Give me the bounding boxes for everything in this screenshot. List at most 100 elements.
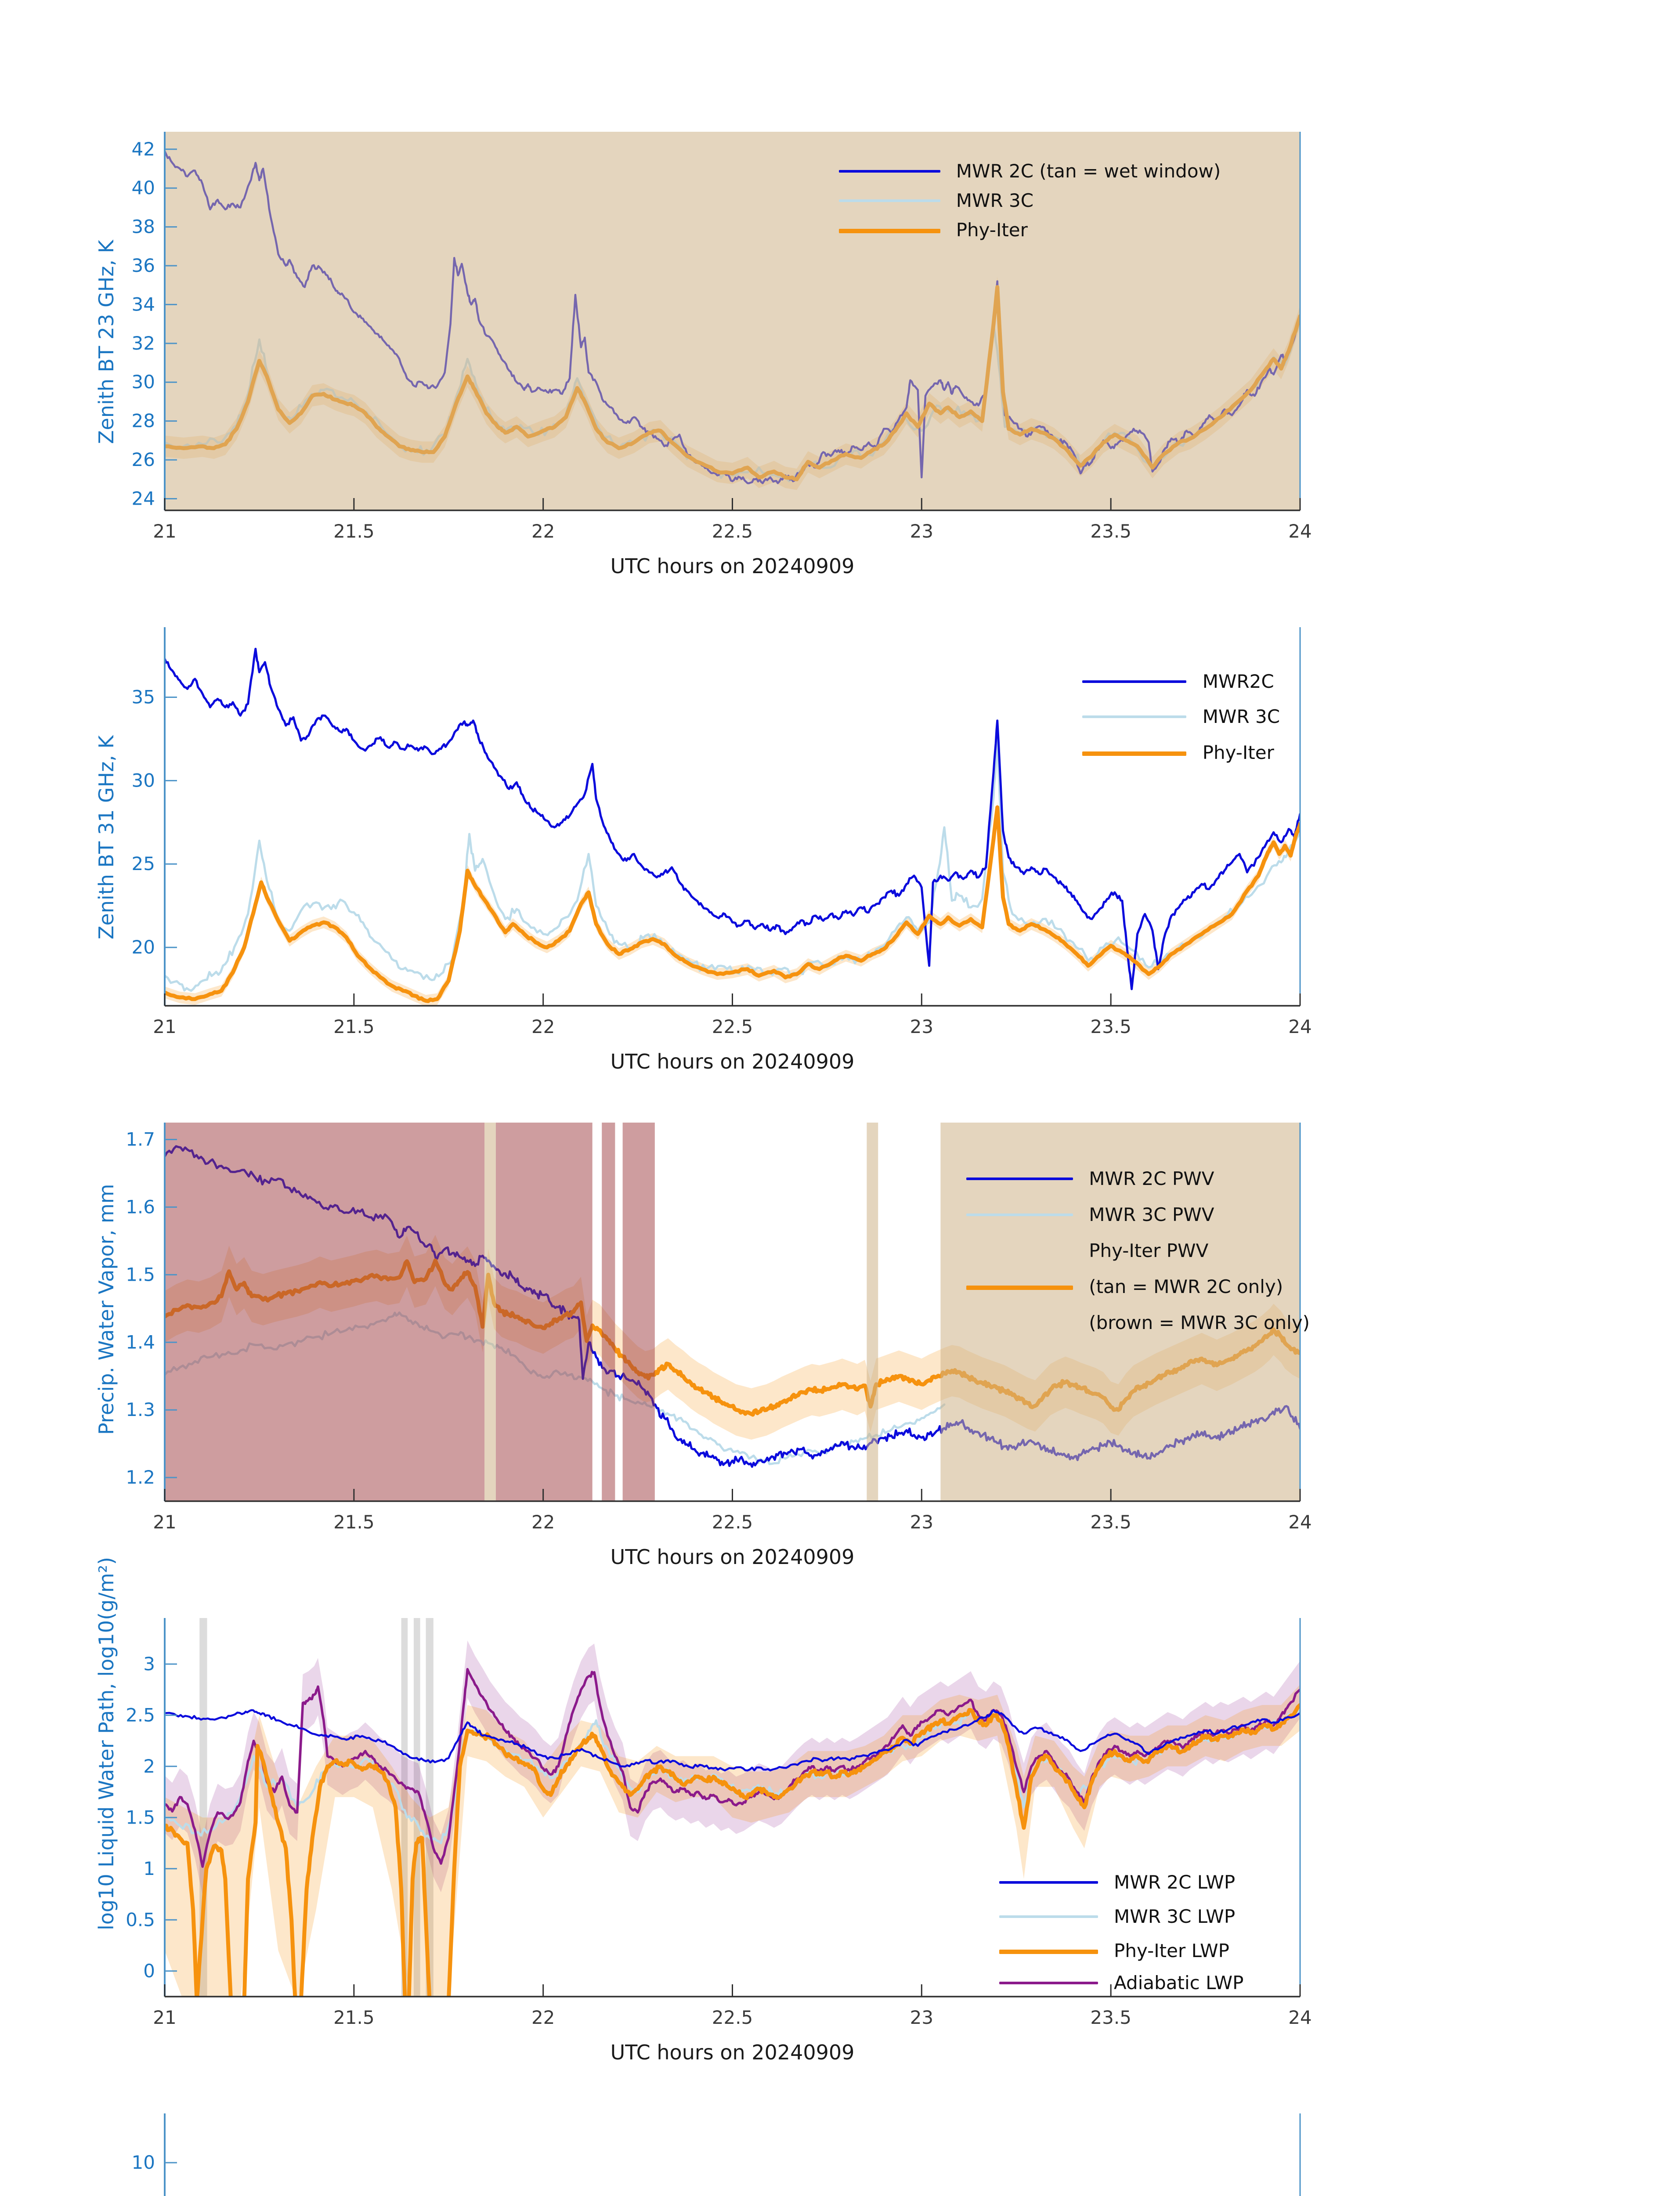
legend-swatch bbox=[999, 1981, 1098, 1984]
shaded-region bbox=[602, 1123, 615, 1501]
y-tick-label: 28 bbox=[132, 410, 155, 432]
shaded-region bbox=[165, 132, 1300, 510]
legend-label: MWR 2C (tan = wet window) bbox=[956, 160, 1221, 182]
x-tick-label: 23.5 bbox=[1090, 520, 1131, 542]
legend-swatch bbox=[1082, 680, 1187, 683]
legend-swatch bbox=[839, 170, 940, 173]
shaded-region bbox=[484, 1123, 496, 1501]
y-tick-label: 3 bbox=[143, 1653, 155, 1675]
y-tick-label: 32 bbox=[132, 332, 155, 354]
x-tick-label: 22 bbox=[531, 520, 555, 542]
x-tick-label: 21 bbox=[153, 520, 176, 542]
y-tick-label: 30 bbox=[132, 371, 155, 393]
y-tick-label: 1.7 bbox=[126, 1128, 155, 1150]
y-tick-label: 1.2 bbox=[126, 1466, 155, 1488]
x-axis-label-4: UTC hours on 20240909 bbox=[610, 2041, 855, 2064]
x-tick-label: 21.5 bbox=[333, 2007, 375, 2028]
y-tick-label: 34 bbox=[132, 293, 155, 315]
y-tick-label: 20 bbox=[132, 936, 155, 958]
x-tick-label: 22 bbox=[531, 1511, 555, 1533]
series-line-mwr2c bbox=[165, 647, 1300, 990]
y-tick-label: 1.6 bbox=[126, 1196, 155, 1217]
x-tick-label: 22.5 bbox=[712, 1016, 753, 1037]
x-tick-label: 22.5 bbox=[712, 520, 753, 542]
y-tick-label: 1.5 bbox=[126, 1806, 155, 1828]
y-tick-label: 36 bbox=[132, 255, 155, 276]
series-line-phy-iter-lwp bbox=[165, 1703, 1300, 1997]
legend-label: MWR 3C PWV bbox=[1089, 1204, 1214, 1226]
legend-label: Phy-Iter bbox=[956, 219, 1028, 241]
legend-swatch bbox=[839, 228, 940, 233]
y-axis-label-lwp: log10 Liquid Water Path, log10(g/m²) bbox=[94, 1557, 118, 1930]
shaded-region bbox=[413, 1618, 420, 1997]
legend-label: Phy-Iter bbox=[1202, 742, 1274, 764]
y-tick-label: 42 bbox=[132, 138, 155, 160]
legend-label: MWR2C bbox=[1202, 670, 1274, 692]
legend-label: Phy-Iter PWV bbox=[1089, 1240, 1209, 1262]
x-tick-label: 23.5 bbox=[1090, 2007, 1131, 2028]
legend-swatch bbox=[966, 1285, 1073, 1290]
legend-swatch bbox=[1082, 751, 1187, 756]
y-axis-label-bt31: Zenith BT 31 GHz, K bbox=[94, 735, 118, 939]
legend-swatch bbox=[999, 1881, 1098, 1884]
legend-label: (tan = MWR 2C only) bbox=[1089, 1275, 1283, 1297]
x-tick-label: 21.5 bbox=[333, 520, 375, 542]
legend-swatch bbox=[999, 1949, 1098, 1954]
x-tick-label: 24 bbox=[1288, 520, 1311, 542]
x-tick-label: 23 bbox=[910, 2007, 933, 2028]
x-tick-label: 22 bbox=[531, 2007, 555, 2028]
legend-label: MWR 2C LWP bbox=[1114, 1871, 1236, 1893]
x-tick-label: 24 bbox=[1288, 1511, 1311, 1533]
x-tick-label: 21.5 bbox=[333, 1511, 375, 1533]
x-tick-label: 24 bbox=[1288, 1016, 1311, 1037]
x-tick-label: 21 bbox=[153, 2007, 176, 2028]
legend-swatch bbox=[839, 199, 940, 202]
y-tick-label: 2.5 bbox=[126, 1704, 155, 1726]
shaded-region bbox=[940, 1123, 1300, 1501]
x-tick-label: 21 bbox=[153, 1511, 176, 1533]
legend-swatch bbox=[966, 1177, 1073, 1181]
y-tick-label: 25 bbox=[132, 853, 155, 874]
y-axis-label-pwv: Precip. Water Vapor, mm bbox=[94, 1184, 118, 1435]
x-tick-label: 22 bbox=[531, 1016, 555, 1037]
y-axis-label-bt23: Zenith BT 23 GHz, K bbox=[94, 240, 118, 444]
y-tick-label: 40 bbox=[132, 177, 155, 199]
x-tick-label: 22.5 bbox=[712, 1511, 753, 1533]
y-tick-label: 10 bbox=[132, 2152, 155, 2173]
y-tick-label: 1.3 bbox=[126, 1399, 155, 1420]
legend-label: MWR 3C bbox=[1202, 706, 1280, 728]
x-tick-label: 23 bbox=[910, 520, 933, 542]
series-line-mwr-2c-lwp bbox=[165, 1709, 1300, 1772]
x-axis-label-1: UTC hours on 20240909 bbox=[610, 554, 855, 578]
panel-2: 20 25 30 35 21 21.5 22 22.5 23 23.5 24 bbox=[132, 627, 1312, 1037]
x-tick-label: 23 bbox=[910, 1511, 933, 1533]
y-tick-label: 30 bbox=[132, 769, 155, 791]
shaded-region bbox=[867, 1123, 878, 1501]
series-line-phy-iter bbox=[165, 805, 1300, 1003]
x-tick-label: 21.5 bbox=[333, 1016, 375, 1037]
legend-label: MWR 3C LWP bbox=[1114, 1905, 1236, 1927]
legend-label: MWR 3C bbox=[956, 189, 1034, 211]
y-tick-label: 0.5 bbox=[126, 1909, 155, 1930]
y-tick-label: 1 bbox=[143, 1858, 155, 1879]
y-tick-label: 38 bbox=[132, 216, 155, 238]
x-tick-label: 21 bbox=[153, 1016, 176, 1037]
x-axis-label-3: UTC hours on 20240909 bbox=[610, 1545, 855, 1569]
legend-label: MWR 2C PWV bbox=[1089, 1168, 1214, 1190]
y-tick-label: 0 bbox=[143, 1960, 155, 1982]
legend-swatch bbox=[966, 1214, 1073, 1217]
y-tick-label: 35 bbox=[132, 686, 155, 708]
legend-label: (brown = MWR 3C only) bbox=[1089, 1311, 1310, 1333]
y-tick-label: 2 bbox=[143, 1755, 155, 1777]
y-tick-label: 1.5 bbox=[126, 1264, 155, 1285]
shaded-region bbox=[495, 1123, 593, 1501]
x-tick-label: 24 bbox=[1288, 2007, 1311, 2028]
legend-label: Phy-Iter LWP bbox=[1114, 1940, 1229, 1961]
shaded-region bbox=[426, 1618, 434, 1997]
y-tick-label: 24 bbox=[132, 488, 155, 509]
y-tick-label: 1.4 bbox=[126, 1331, 155, 1353]
shaded-region bbox=[622, 1123, 655, 1501]
